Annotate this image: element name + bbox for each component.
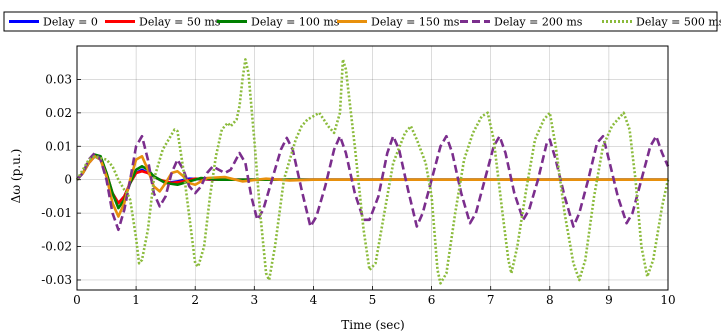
ticks: 0 1 2 3 4 5 6 7 8 9 10 -0.03 -0.02 -0.01 0 0.01 0.02 0.03 <box>41 72 675 307</box>
series-line-3 <box>76 153 668 210</box>
x-axis-label: Time (sec) <box>341 318 404 332</box>
legend-label: Delay = 500 ms <box>636 16 721 29</box>
y-tick-label: 0.03 <box>45 72 72 86</box>
y-tick-label: 0.02 <box>45 106 72 120</box>
x-tick-label: 1 <box>132 293 140 307</box>
series-line-5 <box>76 134 670 232</box>
legend-items: Delay = 0 Delay = 50 ms Delay = 100 ms Dela… <box>9 16 721 29</box>
x-tick-label: 7 <box>487 293 495 307</box>
y-axis-label: Δω (p.u.) <box>9 149 23 204</box>
x-tick-label: 10 <box>660 293 675 307</box>
legend: Delay = 0 Delay = 50 ms Delay = 100 ms Dela… <box>3 11 721 32</box>
series-line-6 <box>75 58 670 285</box>
legend-label: Delay = 0 <box>43 16 98 29</box>
legend-label: Delay = 100 ms <box>251 16 340 29</box>
x-tick-label: 4 <box>310 293 318 307</box>
y-tick-label: 0.01 <box>45 139 72 153</box>
x-tick-label: 9 <box>605 293 613 307</box>
x-tick-label: 6 <box>428 293 436 307</box>
plot-background <box>77 46 668 290</box>
x-tick-label: 3 <box>250 293 258 307</box>
series-group <box>75 58 670 285</box>
legend-label: Delay = 150 ms <box>371 16 460 29</box>
legend-label: Delay = 200 ms <box>494 16 583 29</box>
plot-area: 0 1 2 3 4 5 6 7 8 9 10 -0.03 -0.02 -0.01 0 0.01 0.02 0.03 <box>41 45 676 307</box>
legend-label: Delay = 50 ms <box>139 16 221 29</box>
x-tick-label: 5 <box>369 293 377 307</box>
y-tick-label: -0.03 <box>41 273 72 287</box>
x-tick-label: 0 <box>73 293 81 307</box>
y-tick-label: -0.01 <box>41 206 72 220</box>
y-tick-label: 0 <box>64 173 72 187</box>
x-tick-label: 2 <box>191 293 199 307</box>
x-tick-label: 8 <box>546 293 554 307</box>
y-tick-label: -0.02 <box>41 240 72 254</box>
